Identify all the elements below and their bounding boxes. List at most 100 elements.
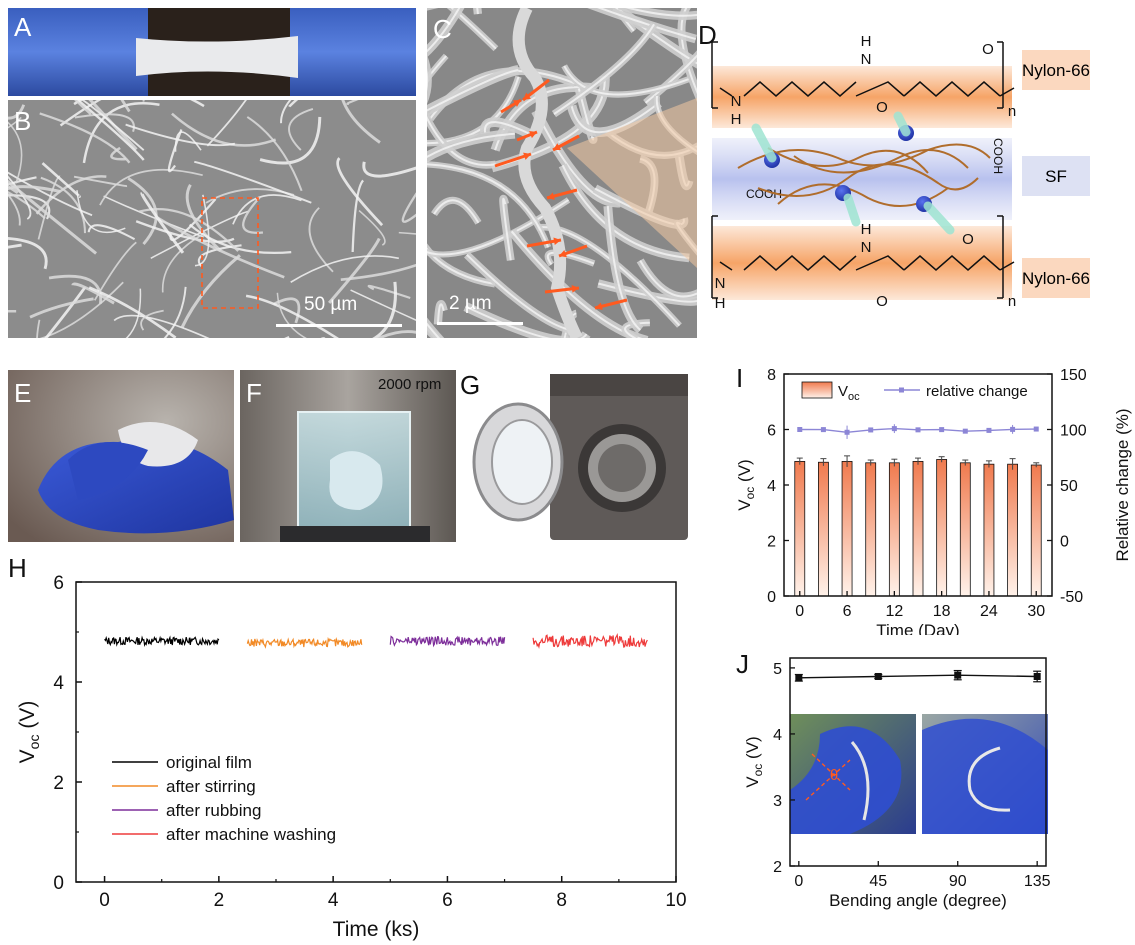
legend-line-marker: [899, 387, 904, 393]
x-tick-label: 12: [885, 603, 903, 620]
fiber: [340, 263, 416, 282]
legend-label-0: original film: [166, 753, 252, 772]
fiber: [120, 100, 131, 113]
arrow-head: [553, 143, 561, 151]
fiber: [358, 209, 386, 246]
relative-marker-3: [868, 427, 874, 433]
bar-5: [912, 461, 924, 597]
fiber: [87, 224, 136, 241]
atom-n: N: [715, 275, 726, 292]
hydrogen-bond: [893, 111, 911, 137]
panel-label-g: G: [460, 370, 481, 400]
fiber: [73, 175, 128, 188]
panel-f-photo: F 2000 rpm: [240, 370, 456, 542]
stirring-speed-caption: 2000 rpm: [378, 376, 442, 393]
fiber: [245, 294, 339, 338]
arrow-head: [571, 285, 579, 293]
carboxyl-group: COOH: [746, 187, 782, 201]
zoom-region-box: [201, 197, 259, 309]
y-tick-label: 4: [773, 727, 782, 744]
fiber: [39, 112, 131, 164]
bar-0: [794, 461, 806, 597]
relative-marker-0: [797, 427, 803, 432]
fiber: [8, 175, 32, 220]
carboxyl-group: COOH: [991, 138, 1005, 174]
fiber: [157, 216, 285, 279]
legend-nylon-bottom: Nylon-66: [1022, 269, 1090, 288]
fiber-highlight: [450, 8, 497, 50]
fiber: [188, 223, 292, 254]
arrow-head: [523, 152, 531, 160]
x-tick-label: 0: [795, 603, 804, 620]
fiber: [36, 319, 41, 338]
series-line-0: [104, 635, 220, 648]
bond: [719, 87, 733, 97]
fiber-highlight: [597, 8, 697, 41]
relative-marker-7: [962, 428, 968, 434]
x-tick-label: 18: [933, 603, 951, 620]
bar-1: [818, 461, 829, 597]
bar-3: [865, 462, 877, 597]
y-tick-label: 6: [53, 573, 64, 594]
fiber-highlight: [625, 8, 697, 17]
fiber: [398, 231, 416, 235]
y2-axis-label: Relative change (%): [1113, 408, 1132, 561]
fiber: [8, 121, 23, 184]
fiber: [401, 192, 416, 223]
fiber: [167, 129, 183, 173]
legend-sf: SF: [1045, 167, 1067, 186]
legend-line-label: relative change: [926, 383, 1028, 400]
fiber: [8, 176, 37, 186]
relative-marker-9: [1010, 426, 1016, 432]
legend-box-nylon-top: [1022, 50, 1090, 90]
atom-n: N: [731, 93, 742, 110]
silk-fibroin-chain: [767, 147, 929, 174]
beaker-stirring-photo: [240, 370, 456, 542]
panel-label-c: C: [433, 14, 452, 44]
arrow-head: [513, 100, 521, 107]
legend-label-2: after rubbing: [166, 801, 261, 820]
fiber: [350, 289, 416, 321]
bent-film: [850, 741, 870, 821]
fiber-highlight: [606, 206, 641, 331]
fiber: [346, 100, 359, 105]
fiber: [351, 179, 365, 253]
angle-line: [805, 759, 851, 801]
atom-h: H: [731, 111, 742, 128]
atom-o: O: [876, 99, 888, 116]
bond: [719, 261, 733, 271]
zoom-cone: [567, 98, 697, 268]
fiber: [140, 191, 185, 254]
fiber-highlight: [427, 132, 515, 159]
y-tick-label: 0: [767, 589, 776, 606]
y-tick-label: 4: [53, 673, 64, 694]
fiber: [44, 286, 87, 338]
fiber: [288, 100, 299, 108]
fiber: [371, 281, 398, 338]
y-tick-label: 4: [767, 478, 776, 495]
fiber-highlight: [553, 23, 655, 115]
y2-tick-label: 100: [1060, 423, 1087, 440]
scale-bar-c: [437, 322, 523, 325]
bar-10: [1030, 464, 1042, 597]
legend-label-1: after stirring: [166, 777, 256, 796]
fiber-highlight: [427, 247, 496, 285]
atom-h: H: [861, 33, 872, 50]
fiber: [308, 207, 334, 273]
y-tick-label: 5: [773, 661, 782, 678]
alkyl-chain: [743, 255, 857, 271]
sem-fiber-zoom: [427, 8, 697, 338]
x-tick-label: 6: [843, 603, 852, 620]
fiber: [88, 286, 177, 338]
series-line-2: [389, 635, 506, 648]
fiber-highlight: [436, 303, 445, 325]
wavy-fiber: [512, 8, 583, 338]
silk-fibroin-chain: [793, 149, 969, 174]
fiber: [8, 191, 46, 220]
panel-label-j: J: [736, 649, 749, 679]
fiber: [125, 288, 142, 338]
legend-bar-label: Voc: [838, 383, 860, 403]
fiber: [242, 196, 264, 234]
fiber: [194, 160, 312, 204]
amide-bond: [855, 81, 905, 97]
